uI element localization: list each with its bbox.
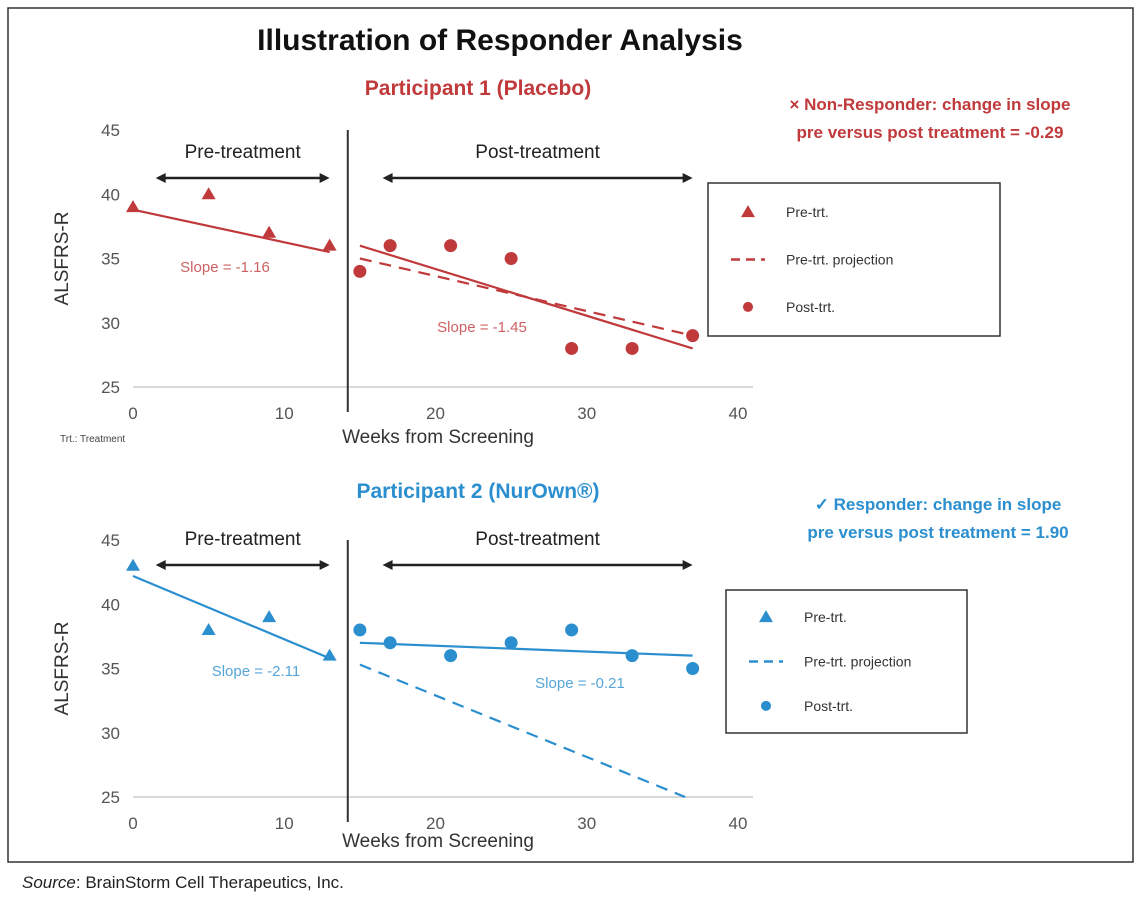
legend-label: Post-trt. xyxy=(786,299,835,315)
pre-point xyxy=(322,648,337,661)
post-point xyxy=(625,341,639,355)
source-label: Source xyxy=(22,873,76,892)
post-point xyxy=(625,649,639,663)
x-tick-label: 30 xyxy=(577,404,596,423)
legend-triangle-icon xyxy=(741,205,755,218)
arrowhead-right-icon xyxy=(682,173,693,183)
arrowhead-left-icon xyxy=(382,173,393,183)
y-tick-label: 30 xyxy=(101,724,120,743)
arrowhead-right-icon xyxy=(319,173,330,183)
legend-label: Pre-trt. projection xyxy=(804,654,911,670)
legend-circle-icon xyxy=(761,700,771,711)
pre-point xyxy=(126,200,140,213)
post-point xyxy=(504,252,518,265)
y-tick-label: 40 xyxy=(101,185,120,204)
pre-point xyxy=(201,622,216,635)
pre-trend-line xyxy=(132,208,330,254)
arrowhead-right-icon xyxy=(682,560,693,570)
y-axis-label: ALSFRS-R xyxy=(52,212,73,306)
x-tick-label: 40 xyxy=(729,404,748,423)
phase-label: Pre-treatment xyxy=(185,142,302,163)
post-point xyxy=(686,329,700,343)
post-point xyxy=(353,264,367,278)
x-tick-label: 20 xyxy=(426,814,445,833)
panel-title: Participant 1 (Placebo) xyxy=(365,77,591,100)
y-tick-label: 45 xyxy=(101,531,120,550)
slope-label-pre: Slope = -1.16 xyxy=(180,259,270,276)
post-point xyxy=(565,623,579,637)
y-tick-label: 35 xyxy=(101,660,120,679)
legend-triangle-icon xyxy=(759,610,773,623)
legend-label: Pre-trt. xyxy=(786,204,829,220)
legend-circle-icon xyxy=(743,301,753,312)
x-tick-label: 40 xyxy=(729,814,748,833)
pre-point xyxy=(262,610,277,623)
slope-label-post: Slope = -0.21 xyxy=(535,675,625,692)
x-tick-label: 0 xyxy=(128,814,137,833)
legend-label: Post-trt. xyxy=(804,698,853,714)
y-tick-label: 25 xyxy=(101,378,120,397)
pre-point xyxy=(126,558,140,571)
y-axis-label: ALSFRS-R xyxy=(52,622,73,716)
y-tick-label: 40 xyxy=(101,595,120,614)
pre-point xyxy=(262,225,277,238)
y-tick-label: 25 xyxy=(101,788,120,807)
y-tick-label: 35 xyxy=(101,250,120,269)
panel-title: Participant 2 (NurOwn®) xyxy=(357,480,600,503)
arrowhead-right-icon xyxy=(319,560,330,570)
annotation-line: pre versus post treatment = 1.90 xyxy=(807,523,1068,542)
legend-label: Pre-trt. xyxy=(804,609,847,625)
x-tick-label: 10 xyxy=(275,404,294,423)
projection-line xyxy=(359,663,686,799)
phase-label: Pre-treatment xyxy=(185,529,302,550)
x-tick-label: 10 xyxy=(275,814,294,833)
x-tick-label: 0 xyxy=(128,404,137,423)
y-tick-label: 30 xyxy=(101,314,120,333)
annotation-line: pre versus post treatment = -0.29 xyxy=(797,123,1064,142)
footnote: Trt.: Treatment xyxy=(60,434,125,445)
projection-line xyxy=(359,257,693,337)
legend-label: Pre-trt. projection xyxy=(786,252,893,268)
arrowhead-left-icon xyxy=(155,173,166,183)
source-note: Source: BrainStorm Cell Therapeutics, In… xyxy=(22,873,344,893)
arrowhead-left-icon xyxy=(382,560,393,570)
pre-point xyxy=(322,238,337,251)
post-point xyxy=(353,623,367,637)
phase-label: Post-treatment xyxy=(475,529,600,550)
post-point xyxy=(383,239,397,253)
y-tick-label: 45 xyxy=(101,121,120,140)
figure-title: Illustration of Responder Analysis xyxy=(257,24,743,57)
post-point xyxy=(565,341,579,355)
annotation-line: × Non-Responder: change in slope xyxy=(789,95,1070,114)
post-point xyxy=(686,662,700,675)
x-tick-label: 20 xyxy=(426,404,445,423)
annotation-line: ✓ Responder: change in slope xyxy=(815,495,1062,514)
source-text: : BrainStorm Cell Therapeutics, Inc. xyxy=(75,873,344,892)
post-point xyxy=(444,239,458,253)
slope-label-post: Slope = -1.45 xyxy=(437,319,527,336)
post-point xyxy=(383,636,397,650)
legend-box xyxy=(707,182,1001,337)
pre-point xyxy=(201,187,216,200)
post-point xyxy=(504,636,518,650)
phase-label: Post-treatment xyxy=(475,142,600,163)
post-trend-line xyxy=(359,641,693,657)
post-point xyxy=(444,649,458,663)
figure-border xyxy=(7,7,1134,863)
arrowhead-left-icon xyxy=(155,560,166,570)
pre-trend-line xyxy=(132,574,331,660)
x-axis-label: Weeks from Screening xyxy=(342,831,534,852)
slope-label-pre: Slope = -2.11 xyxy=(212,663,301,680)
x-tick-label: 30 xyxy=(577,814,596,833)
x-axis-label: Weeks from Screening xyxy=(342,427,534,448)
